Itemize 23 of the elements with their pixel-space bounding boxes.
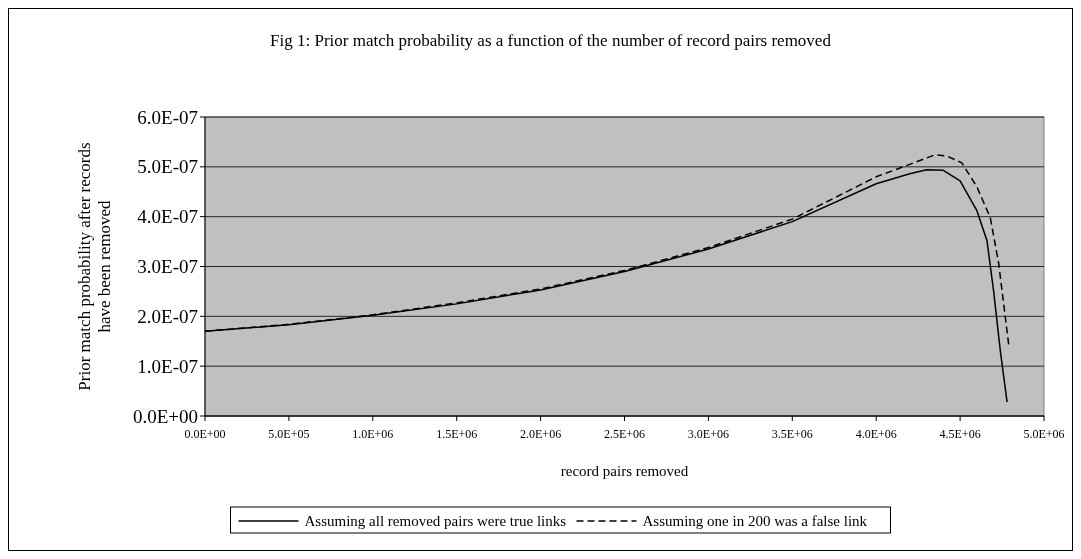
x-tick-label: 4.0E+06	[855, 427, 897, 441]
y-tick-label: 5.0E-07	[137, 156, 198, 178]
y-axis-title: Prior match probability after records have been removed	[75, 142, 114, 391]
x-tick-label: 4.5E+06	[939, 427, 981, 441]
legend-label: Assuming all removed pairs were true links	[304, 513, 567, 530]
y-tick-label: 1.0E-07	[137, 355, 198, 377]
x-tick-label: 1.5E+06	[436, 427, 478, 441]
x-tick-label: 2.0E+06	[520, 427, 562, 441]
chart-title: Fig 1: Prior match probability as a function of the number of record pairs removed	[270, 31, 832, 50]
x-tick-label: 2.5E+06	[603, 427, 646, 441]
x-tick-label: 5.0E+06	[1023, 427, 1065, 441]
y-tick-label: 0.0E+00	[132, 405, 198, 427]
x-axis-title: record pairs removed	[560, 463, 689, 479]
y-tick-label: 6.0E-07	[137, 106, 198, 128]
y-tick-label: 4.0E-07	[137, 206, 198, 228]
legend-label: Assuming one in 200 was a false link	[642, 513, 868, 530]
x-tick-label: 3.0E+06	[687, 427, 729, 441]
x-tick-label: 3.5E+06	[771, 427, 813, 441]
x-tick-label: 0.0E+00	[184, 427, 226, 441]
x-tick-label: 1.0E+06	[352, 427, 394, 441]
y-tick-label: 3.0E-07	[137, 256, 198, 278]
y-tick-label: 2.0E-07	[137, 305, 198, 327]
x-tick-label: 5.0E+05	[268, 427, 310, 441]
